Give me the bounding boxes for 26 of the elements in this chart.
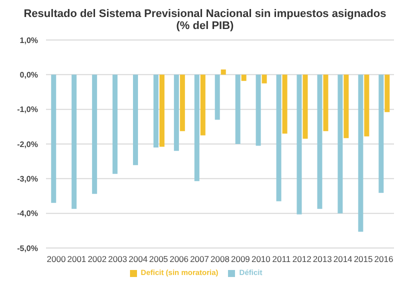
x-tick-label: 2001 xyxy=(67,254,86,264)
x-tick-label: 2000 xyxy=(46,254,66,264)
chart-subtitle: (% del PIB) xyxy=(175,20,235,32)
y-tick-label: -5,0% xyxy=(17,244,38,253)
x-tick-label: 2008 xyxy=(210,254,230,264)
y-tick-label: -4,0% xyxy=(17,209,38,218)
x-tick-label: 2005 xyxy=(149,254,168,264)
x-tick-label: 2011 xyxy=(272,254,291,264)
x-tick-label: 2003 xyxy=(108,254,128,264)
y-tick-label: 1,0% xyxy=(20,36,38,45)
x-tick-label: 2009 xyxy=(231,254,250,264)
x-tick-label: 2015 xyxy=(354,254,374,264)
y-tick-label: -1,0% xyxy=(17,105,38,114)
x-tick-label: 2002 xyxy=(88,254,107,264)
x-tick-label: 2007 xyxy=(190,254,210,264)
x-tick-label: 2012 xyxy=(292,254,312,264)
x-tick-label: 2010 xyxy=(251,254,271,264)
x-tick-label: 2006 xyxy=(170,254,189,264)
x-tick-label: 2016 xyxy=(374,254,394,264)
y-tick-label: -3,0% xyxy=(17,174,38,184)
chart-title: Resultado del Sistema Previsional Nacional sin impuestos asignados xyxy=(22,8,388,20)
y-tick-label: -2,0% xyxy=(17,140,38,149)
x-tick-label: 2004 xyxy=(128,254,148,264)
y-tick-label: 0,0% xyxy=(20,70,38,80)
x-tick-label: 2013 xyxy=(312,254,332,264)
x-tick-label: 2014 xyxy=(333,254,353,264)
